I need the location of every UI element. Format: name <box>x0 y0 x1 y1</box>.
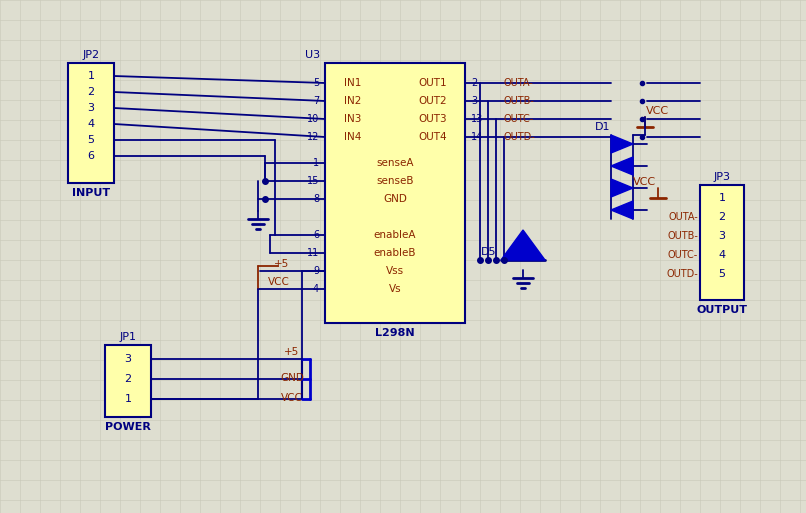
Text: +5: +5 <box>274 259 289 269</box>
Text: 14: 14 <box>471 132 484 142</box>
Text: OUTC-: OUTC- <box>667 250 698 260</box>
Text: 2: 2 <box>471 78 477 88</box>
Text: IN3: IN3 <box>344 114 362 124</box>
Text: OUTB-: OUTB- <box>667 231 698 241</box>
Text: OUTB-: OUTB- <box>503 96 534 106</box>
Text: 3: 3 <box>124 354 131 364</box>
Text: GND: GND <box>280 373 304 383</box>
Text: +5: +5 <box>285 347 300 357</box>
Text: 3: 3 <box>718 231 725 241</box>
Text: D1: D1 <box>596 122 611 132</box>
Text: OUT2: OUT2 <box>418 96 447 106</box>
Text: OUTC-: OUTC- <box>503 114 534 124</box>
Text: D5: D5 <box>481 247 496 257</box>
Text: 15: 15 <box>306 176 319 186</box>
Polygon shape <box>611 135 633 153</box>
Text: OUTD-: OUTD- <box>503 132 534 142</box>
Polygon shape <box>501 230 545 260</box>
Text: 9: 9 <box>313 266 319 276</box>
Polygon shape <box>611 201 633 219</box>
Text: 5: 5 <box>718 269 725 279</box>
Text: 3: 3 <box>471 96 477 106</box>
Text: VCC: VCC <box>633 177 655 187</box>
Text: senseB: senseB <box>376 176 413 186</box>
Text: 6: 6 <box>313 230 319 240</box>
Text: 5: 5 <box>313 78 319 88</box>
Text: 2: 2 <box>718 212 725 222</box>
Polygon shape <box>611 179 633 197</box>
Text: 2: 2 <box>124 374 131 384</box>
Text: U3: U3 <box>305 50 321 60</box>
Bar <box>700 185 744 300</box>
Bar <box>68 63 114 183</box>
Text: L298N: L298N <box>375 328 415 338</box>
Text: Vs: Vs <box>388 284 401 294</box>
Text: OUT1: OUT1 <box>418 78 447 88</box>
Text: VCC: VCC <box>268 277 290 287</box>
Polygon shape <box>611 157 633 175</box>
Text: INPUT: INPUT <box>72 188 110 198</box>
Text: senseA: senseA <box>376 158 413 168</box>
Text: 1: 1 <box>313 158 319 168</box>
Text: OUTPUT: OUTPUT <box>696 305 747 315</box>
Text: 4: 4 <box>313 284 319 294</box>
Text: 13: 13 <box>471 114 484 124</box>
Text: OUTD-: OUTD- <box>667 269 698 279</box>
Text: 5: 5 <box>88 135 94 145</box>
Text: 4: 4 <box>87 119 94 129</box>
Text: 11: 11 <box>307 248 319 258</box>
Text: OUTA-: OUTA- <box>503 78 533 88</box>
Text: 3: 3 <box>88 103 94 113</box>
Text: IN1: IN1 <box>344 78 362 88</box>
Text: enableA: enableA <box>374 230 416 240</box>
Text: IN2: IN2 <box>344 96 362 106</box>
Text: enableB: enableB <box>374 248 416 258</box>
Text: 7: 7 <box>313 96 319 106</box>
Text: Vss: Vss <box>386 266 404 276</box>
Text: IN4: IN4 <box>344 132 362 142</box>
Text: JP1: JP1 <box>119 332 136 342</box>
Bar <box>325 63 465 323</box>
Text: JP2: JP2 <box>82 50 100 60</box>
Text: 8: 8 <box>313 194 319 204</box>
Text: OUT4: OUT4 <box>418 132 447 142</box>
Text: 12: 12 <box>306 132 319 142</box>
Text: OUT3: OUT3 <box>418 114 447 124</box>
Text: OUTA-: OUTA- <box>668 212 698 222</box>
Text: JP3: JP3 <box>713 172 730 182</box>
Text: 1: 1 <box>718 193 725 203</box>
Text: GND: GND <box>383 194 407 204</box>
Text: 4: 4 <box>718 250 725 260</box>
Text: 6: 6 <box>88 151 94 161</box>
Text: POWER: POWER <box>105 422 151 432</box>
Text: 10: 10 <box>307 114 319 124</box>
Bar <box>105 345 151 417</box>
Text: VCC: VCC <box>646 106 668 116</box>
Text: 2: 2 <box>87 87 94 97</box>
Text: 1: 1 <box>124 394 131 404</box>
Text: VCC: VCC <box>281 393 303 403</box>
Text: 1: 1 <box>88 71 94 81</box>
